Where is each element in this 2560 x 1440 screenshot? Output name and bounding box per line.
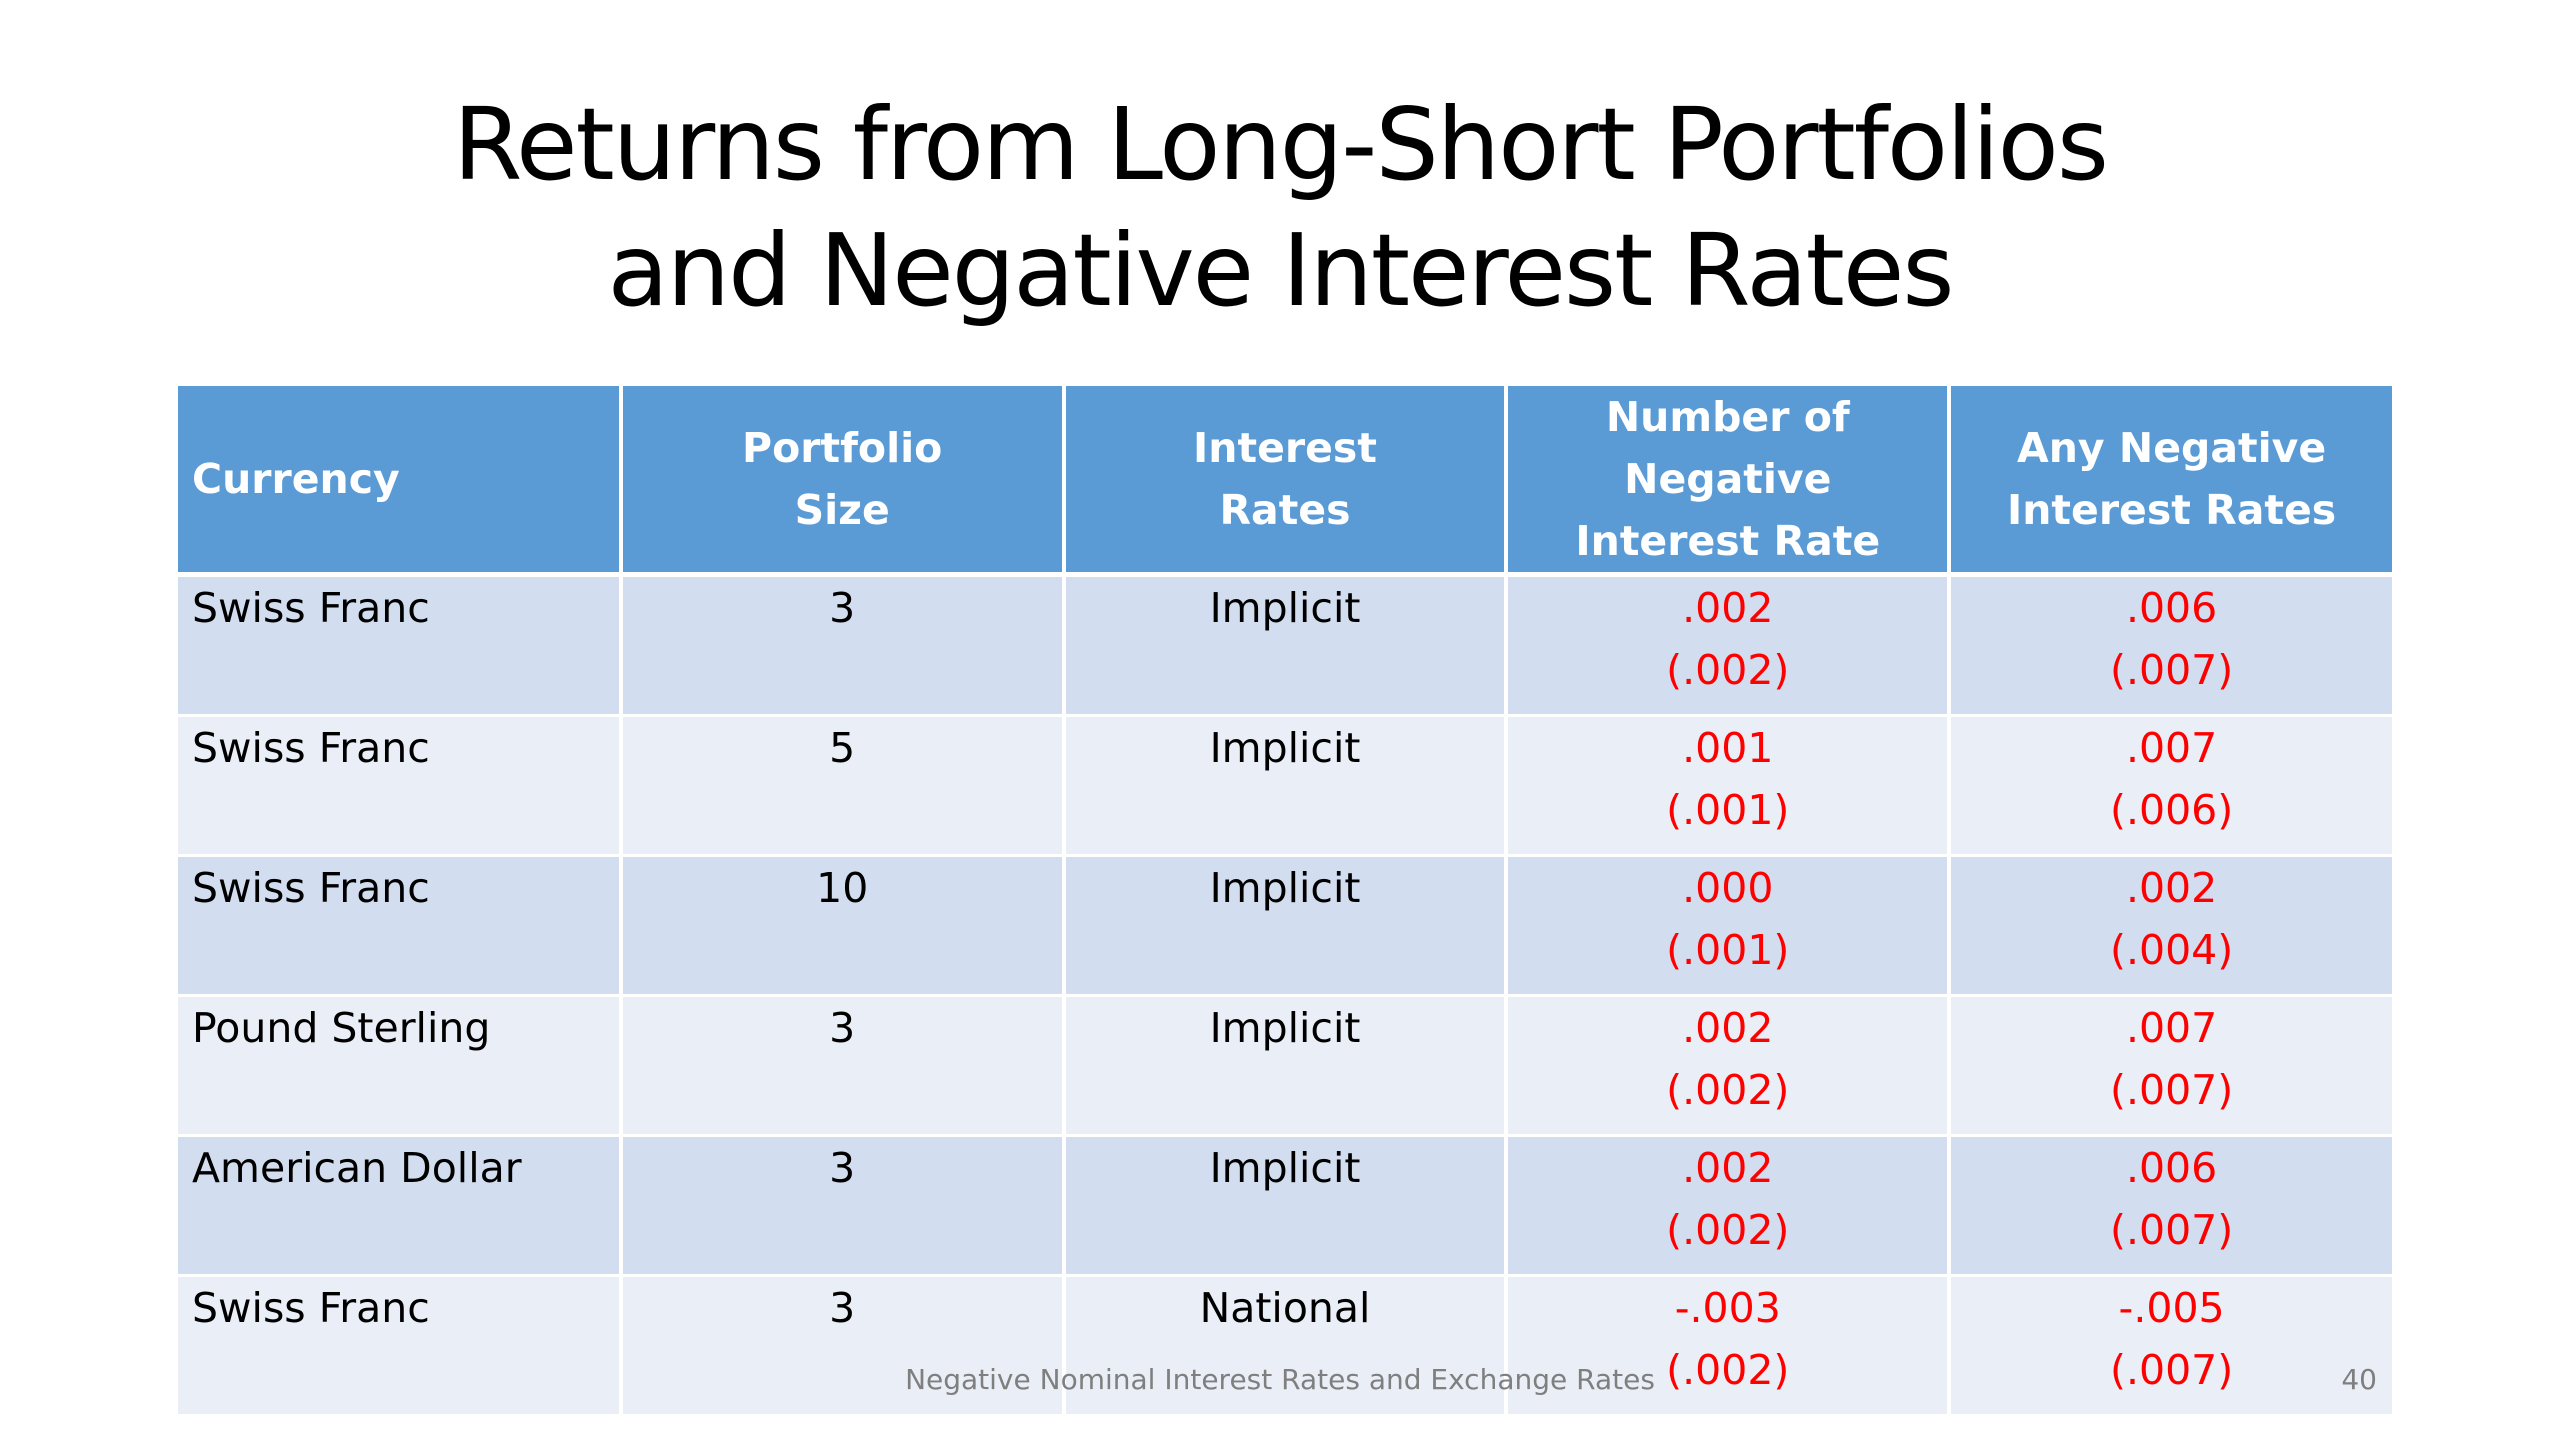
standard-error: (.007) [2109, 1206, 2234, 1254]
cell-currency: Pound Sterling [178, 995, 623, 1137]
cell-portfolio-size: 3 [620, 574, 1066, 717]
cell-number-negative: .002 (.002) [1506, 1135, 1952, 1277]
standard-error: (.007) [2109, 1346, 2234, 1394]
standard-error: (.001) [1666, 926, 1790, 974]
slide-title-line-1: Returns from Long-Short Portfolios [453, 86, 2109, 203]
results-table: Currency Portfolio Size Interest Rates N… [178, 386, 2392, 1417]
standard-error: (.002) [1666, 646, 1790, 694]
table-header-row: Currency Portfolio Size Interest Rates N… [178, 386, 2392, 577]
standard-error: (.002) [1666, 1206, 1790, 1254]
coefficient: .001 [1682, 724, 1774, 772]
cell-interest-rates: Implicit [1063, 1135, 1509, 1277]
cell-number-negative: .002 (.002) [1506, 995, 1952, 1137]
coefficient: .002 [1682, 1144, 1774, 1192]
cell-any-negative: .007 (.006) [1949, 715, 2392, 857]
coefficient: .006 [2125, 584, 2218, 632]
cell-interest-rates: National [1063, 1275, 1509, 1417]
cell-number-negative: .002 (.002) [1506, 574, 1952, 717]
standard-error: (.007) [2109, 646, 2234, 694]
table-row: Swiss Franc 3 National -.003 (.002) -.00… [178, 1275, 2392, 1417]
cell-any-negative: .006 (.007) [1949, 1135, 2392, 1277]
coefficient: .006 [2125, 1144, 2218, 1192]
slide-title: Returns from Long-Short Portfolios and N… [0, 82, 2560, 334]
cell-interest-rates: Implicit [1063, 574, 1509, 717]
cell-portfolio-size: 3 [620, 1275, 1066, 1417]
standard-error: (.007) [2109, 1066, 2234, 1114]
cell-number-negative: -.003 (.002) [1506, 1275, 1952, 1417]
coefficient: .000 [1682, 864, 1774, 912]
coefficient: .002 [1682, 1004, 1774, 1052]
header-currency: Currency [178, 386, 623, 577]
cell-portfolio-size: 3 [620, 1135, 1066, 1277]
cell-number-negative: .001 (.001) [1506, 715, 1952, 857]
cell-interest-rates: Implicit [1063, 715, 1509, 857]
cell-currency: Swiss Franc [178, 574, 623, 717]
coefficient: .002 [2125, 864, 2218, 912]
cell-portfolio-size: 10 [620, 855, 1066, 997]
header-number-negative: Number of Negative Interest Rate [1506, 386, 1952, 577]
cell-interest-rates: Implicit [1063, 995, 1509, 1137]
page-number: 40 [2341, 1363, 2377, 1396]
cell-currency: Swiss Franc [178, 715, 623, 857]
cell-currency: Swiss Franc [178, 1275, 623, 1417]
cell-number-negative: .000 (.001) [1506, 855, 1952, 997]
table-row: Swiss Franc 5 Implicit .001 (.001) .007 … [178, 715, 2392, 857]
cell-portfolio-size: 3 [620, 995, 1066, 1137]
slide-footer: Negative Nominal Interest Rates and Exch… [905, 1363, 1655, 1396]
coefficient: .007 [2125, 1004, 2218, 1052]
standard-error: (.006) [2109, 786, 2234, 834]
table-row: Swiss Franc 3 Implicit .002 (.002) .006 … [178, 574, 2392, 717]
cell-any-negative: .006 (.007) [1949, 574, 2392, 717]
table-row: Swiss Franc 10 Implicit .000 (.001) .002… [178, 855, 2392, 997]
table-row: Pound Sterling 3 Implicit .002 (.002) .0… [178, 995, 2392, 1137]
header-any-negative: Any Negative Interest Rates [1949, 386, 2392, 577]
standard-error: (.002) [1666, 1346, 1790, 1394]
standard-error: (.004) [2109, 926, 2234, 974]
cell-currency: Swiss Franc [178, 855, 623, 997]
table-row: American Dollar 3 Implicit .002 (.002) .… [178, 1135, 2392, 1277]
header-portfolio-size: Portfolio Size [620, 386, 1066, 577]
slide-title-line-2: and Negative Interest Rates [607, 212, 1954, 329]
cell-currency: American Dollar [178, 1135, 623, 1277]
header-interest-rates: Interest Rates [1063, 386, 1509, 577]
cell-any-negative: -.005 (.007) [1949, 1275, 2392, 1417]
standard-error: (.001) [1666, 786, 1790, 834]
cell-any-negative: .002 (.004) [1949, 855, 2392, 997]
coefficient: -.005 [2118, 1284, 2225, 1332]
coefficient: .007 [2125, 724, 2218, 772]
standard-error: (.002) [1666, 1066, 1790, 1114]
cell-interest-rates: Implicit [1063, 855, 1509, 997]
coefficient: -.003 [1674, 1284, 1781, 1332]
coefficient: .002 [1682, 584, 1774, 632]
cell-any-negative: .007 (.007) [1949, 995, 2392, 1137]
cell-portfolio-size: 5 [620, 715, 1066, 857]
